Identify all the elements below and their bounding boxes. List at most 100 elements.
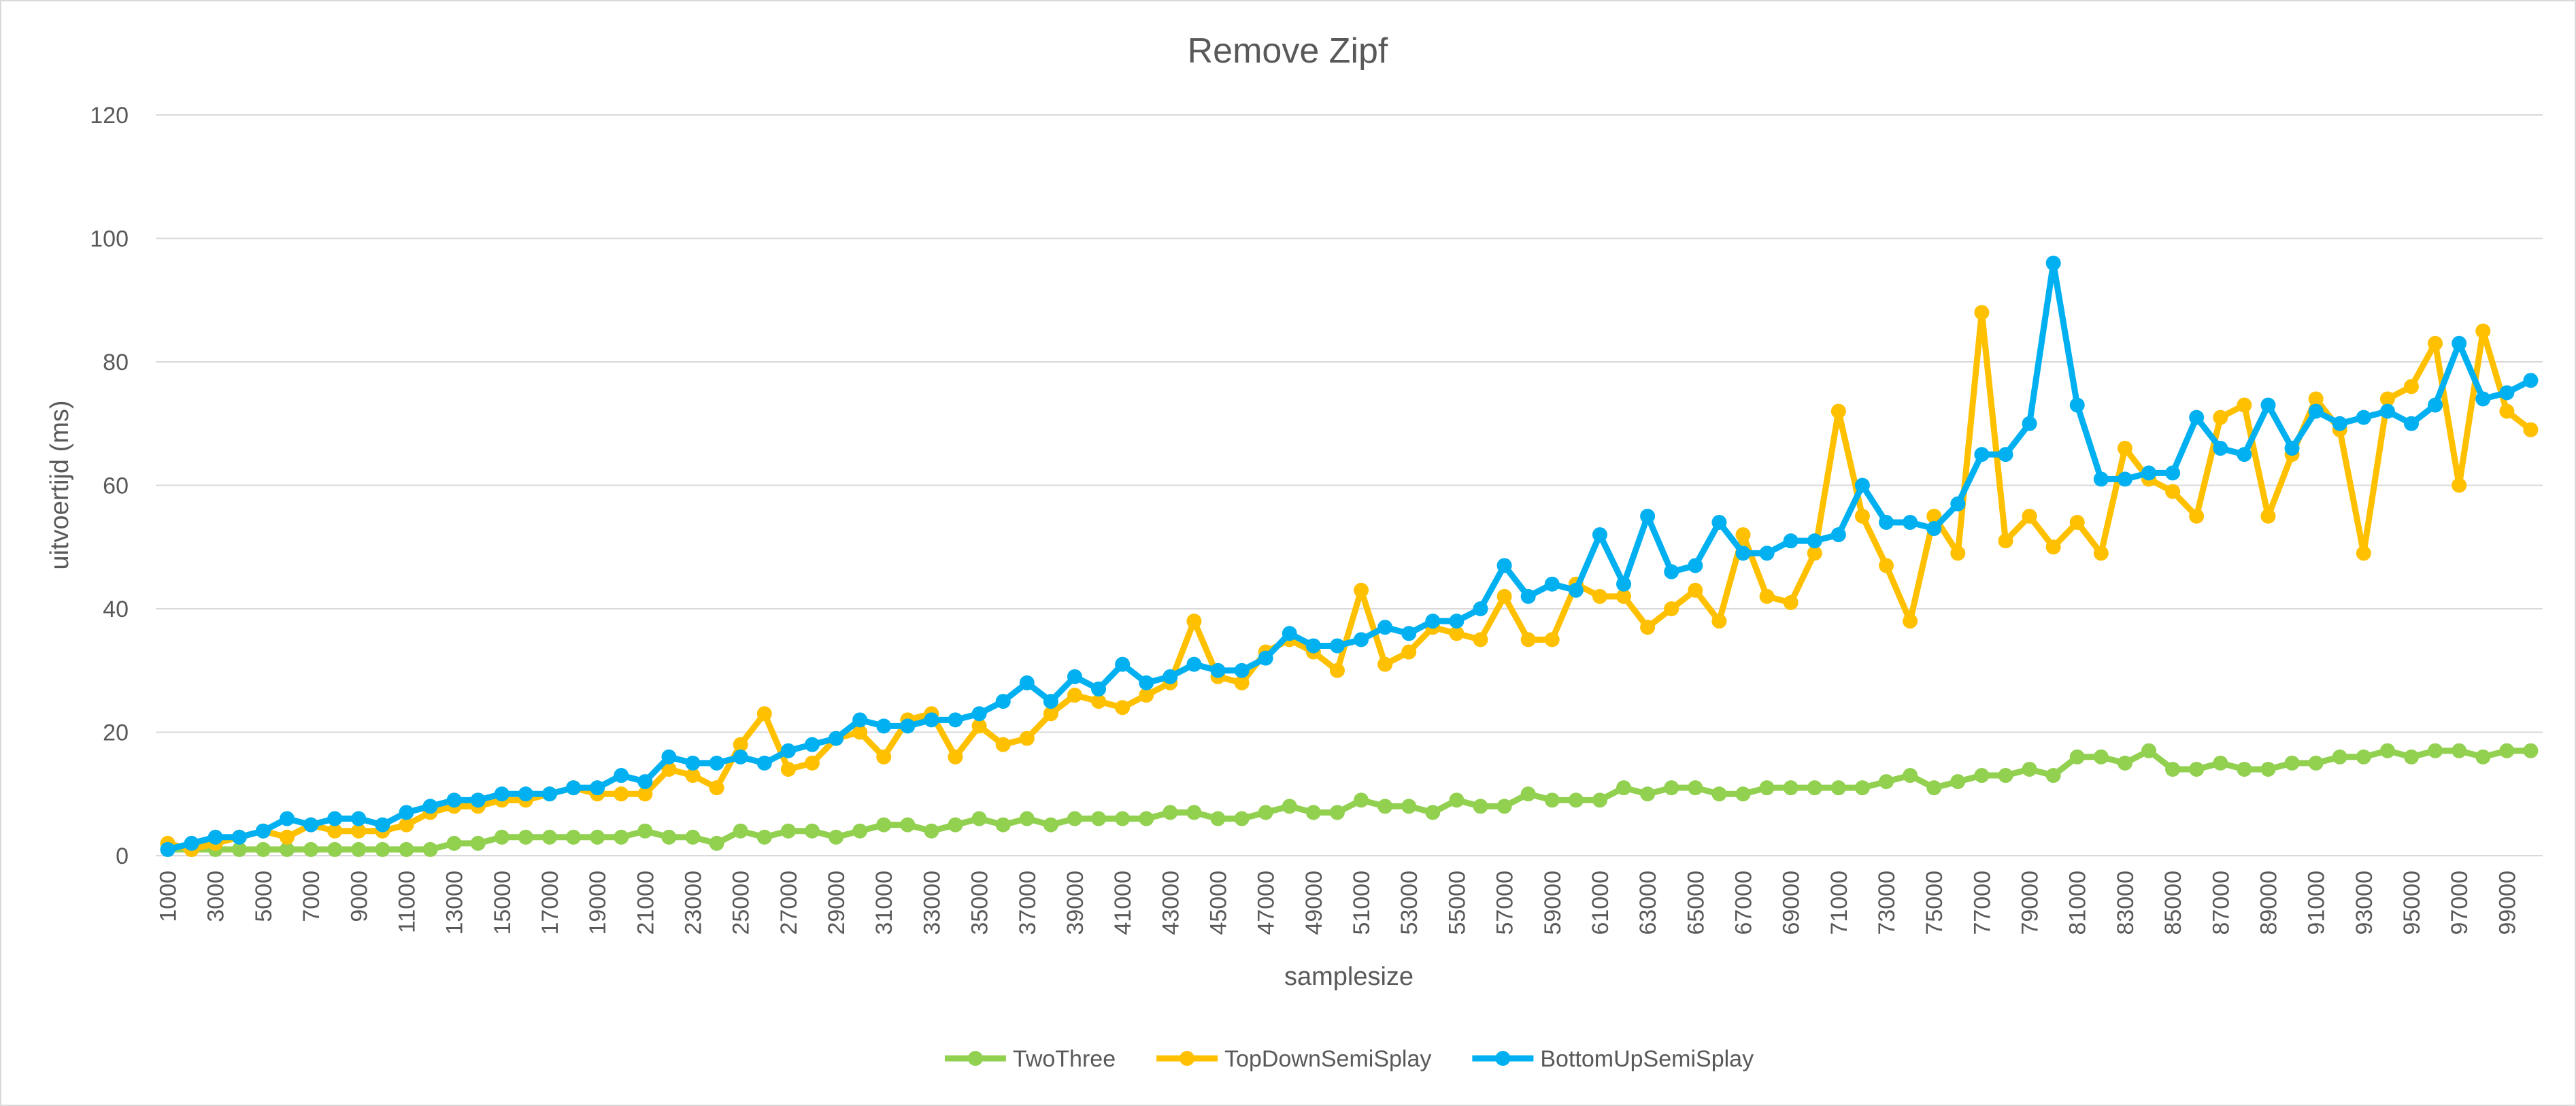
data-point — [2452, 743, 2467, 758]
data-point — [1019, 731, 1035, 746]
x-tick-label: 11000 — [394, 871, 420, 933]
data-point — [422, 799, 438, 814]
data-point — [2356, 546, 2371, 561]
data-point — [446, 792, 462, 808]
x-tick-label: 9000 — [346, 871, 372, 922]
data-point — [1998, 768, 2013, 784]
data-point — [1354, 632, 1369, 648]
data-point — [1496, 799, 1512, 814]
data-point — [1807, 533, 1822, 549]
data-point — [1903, 768, 1918, 784]
x-tick-label: 55000 — [1444, 871, 1470, 935]
data-point — [1091, 694, 1107, 709]
data-point — [2356, 409, 2371, 425]
data-point — [1115, 811, 1131, 826]
x-tick-label: 47000 — [1254, 871, 1279, 935]
data-point — [1664, 601, 1679, 616]
data-point — [327, 841, 343, 857]
data-point — [756, 829, 772, 845]
data-point — [1449, 614, 1465, 629]
data-point — [1425, 614, 1441, 629]
grid: 0 20 40 60 80 100 120 1000 3000 5000 7000 9000 11000… — [90, 103, 2543, 935]
data-point — [1783, 594, 1799, 610]
y-tick-label: 120 — [90, 103, 129, 129]
x-tick-label: 39000 — [1063, 871, 1088, 935]
data-point — [995, 817, 1011, 833]
data-point — [1830, 780, 1846, 796]
x-tick-label: 73000 — [1874, 871, 1900, 935]
data-point — [2022, 761, 2037, 777]
data-point — [399, 817, 414, 833]
data-point — [1688, 582, 1703, 598]
data-point — [2189, 409, 2205, 425]
data-point — [1210, 811, 1226, 826]
legend-marker — [1495, 1051, 1511, 1066]
data-point — [2523, 422, 2539, 437]
data-point — [541, 786, 557, 802]
data-point — [1568, 582, 1584, 598]
data-point — [971, 706, 987, 722]
x-tick-label: 75000 — [1922, 871, 1947, 935]
data-point — [1473, 601, 1488, 616]
data-point — [1473, 799, 1488, 814]
data-point — [184, 835, 199, 851]
data-point — [1354, 582, 1369, 598]
data-point — [1735, 546, 1751, 561]
x-tick-label: 29000 — [824, 871, 850, 935]
data-point — [733, 749, 748, 765]
data-point — [1783, 533, 1799, 549]
data-point — [1903, 614, 1918, 629]
x-tick-label: 93000 — [2352, 871, 2377, 935]
data-point — [780, 823, 796, 839]
data-point — [948, 749, 963, 765]
data-point — [1401, 799, 1417, 814]
data-point — [2165, 761, 2181, 777]
data-point — [1759, 588, 1775, 604]
data-point — [2260, 508, 2276, 524]
data-point — [637, 823, 653, 839]
x-tick-label: 63000 — [1635, 871, 1661, 935]
data-point — [2093, 471, 2109, 487]
x-tick-label: 61000 — [1588, 871, 1613, 935]
data-point — [2404, 416, 2420, 431]
data-point — [446, 835, 462, 851]
data-point — [2452, 477, 2467, 493]
data-point — [1711, 786, 1727, 802]
data-point — [1139, 675, 1154, 690]
data-point — [637, 786, 653, 802]
data-point — [1974, 768, 1990, 784]
data-point — [2141, 465, 2157, 481]
data-point — [399, 805, 414, 820]
data-point — [255, 841, 271, 857]
legend-item: BottomUpSemiSplay — [1472, 1046, 1754, 1072]
data-point — [614, 786, 629, 802]
data-point — [566, 780, 582, 796]
data-point — [1329, 638, 1345, 654]
data-point — [995, 694, 1011, 709]
data-point — [1998, 533, 2013, 549]
data-point — [1091, 811, 1107, 826]
x-tick-label: 3000 — [203, 871, 229, 922]
data-point — [1258, 650, 1273, 666]
data-point — [1305, 638, 1321, 654]
data-point — [685, 755, 701, 771]
data-point — [1830, 403, 1846, 419]
data-point — [2022, 416, 2037, 431]
data-point — [876, 749, 892, 765]
x-tick-label: 77000 — [1969, 871, 1995, 935]
data-point — [1807, 780, 1822, 796]
data-point — [231, 829, 247, 845]
data-point — [1879, 558, 1894, 573]
data-point — [1401, 644, 1417, 660]
x-tick-label: 57000 — [1492, 871, 1518, 935]
data-point — [1067, 811, 1082, 826]
y-tick-label: 0 — [116, 843, 129, 869]
x-tick-label: 31000 — [871, 871, 897, 935]
data-point — [2475, 391, 2491, 407]
data-point — [2379, 391, 2395, 407]
data-point — [1067, 688, 1082, 703]
data-point — [637, 774, 653, 790]
data-point — [160, 841, 175, 857]
data-point — [1759, 546, 1775, 561]
data-point — [1305, 805, 1321, 820]
